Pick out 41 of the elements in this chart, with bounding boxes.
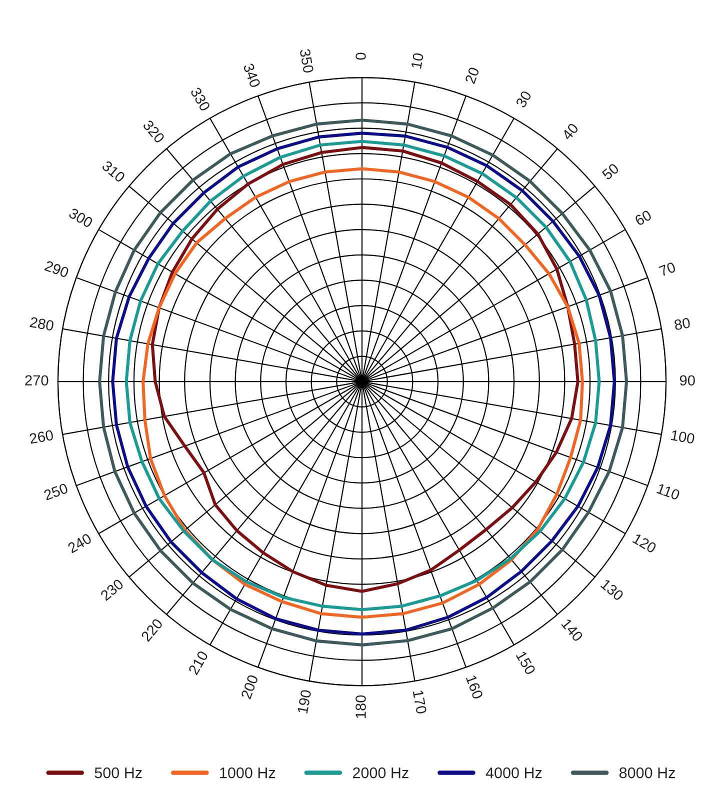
spoke-label: 320: [142, 119, 166, 144]
spoke-label: 310: [101, 160, 126, 183]
spoke-label: 220: [140, 618, 164, 642]
spoke-label: 260: [29, 430, 54, 444]
spoke-label: 270: [25, 375, 48, 386]
spoke-label: 160: [466, 674, 484, 700]
spoke-label: 120: [632, 533, 658, 554]
spoke-label: 130: [600, 578, 624, 602]
spoke-label: 0: [356, 52, 366, 60]
spoke-label: 190: [297, 689, 312, 714]
spoke-label: 250: [43, 482, 68, 500]
spoke-label: 20: [464, 66, 480, 84]
spoke-label: 340: [243, 62, 261, 88]
spoke-label: 150: [516, 650, 536, 676]
spoke-label: 300: [68, 208, 94, 228]
spoke-label: 40: [561, 122, 579, 141]
legend-label: 2000 Hz: [352, 767, 408, 778]
spoke-label: 210: [188, 650, 209, 676]
legend-label: 1000 Hz: [220, 767, 276, 778]
legend-label: 8000 Hz: [619, 767, 675, 778]
spoke-label: 100: [670, 430, 695, 444]
spoke-label: 280: [30, 316, 54, 331]
spoke-label: 30: [515, 90, 532, 108]
legend-label: 500 Hz: [94, 767, 142, 778]
spoke-label: 90: [680, 375, 695, 386]
spoke-label: 350: [300, 48, 314, 74]
spoke-label: 180: [356, 695, 366, 718]
spoke-label: 170: [412, 690, 427, 714]
spoke-label: 230: [100, 578, 124, 602]
spoke-label: 240: [67, 532, 92, 554]
spoke-label: 10: [410, 52, 424, 69]
spoke-label: 60: [634, 210, 652, 226]
spoke-label: 110: [656, 483, 680, 500]
spoke-label: 330: [190, 86, 211, 112]
spoke-label: 140: [561, 618, 584, 642]
spoke-label: 80: [674, 317, 691, 330]
legend-label: 4000 Hz: [486, 767, 542, 778]
spoke-label: 290: [44, 260, 70, 278]
spoke-label: 200: [240, 674, 258, 700]
spoke-label: 50: [601, 162, 620, 180]
spoke-label: 70: [658, 262, 676, 277]
